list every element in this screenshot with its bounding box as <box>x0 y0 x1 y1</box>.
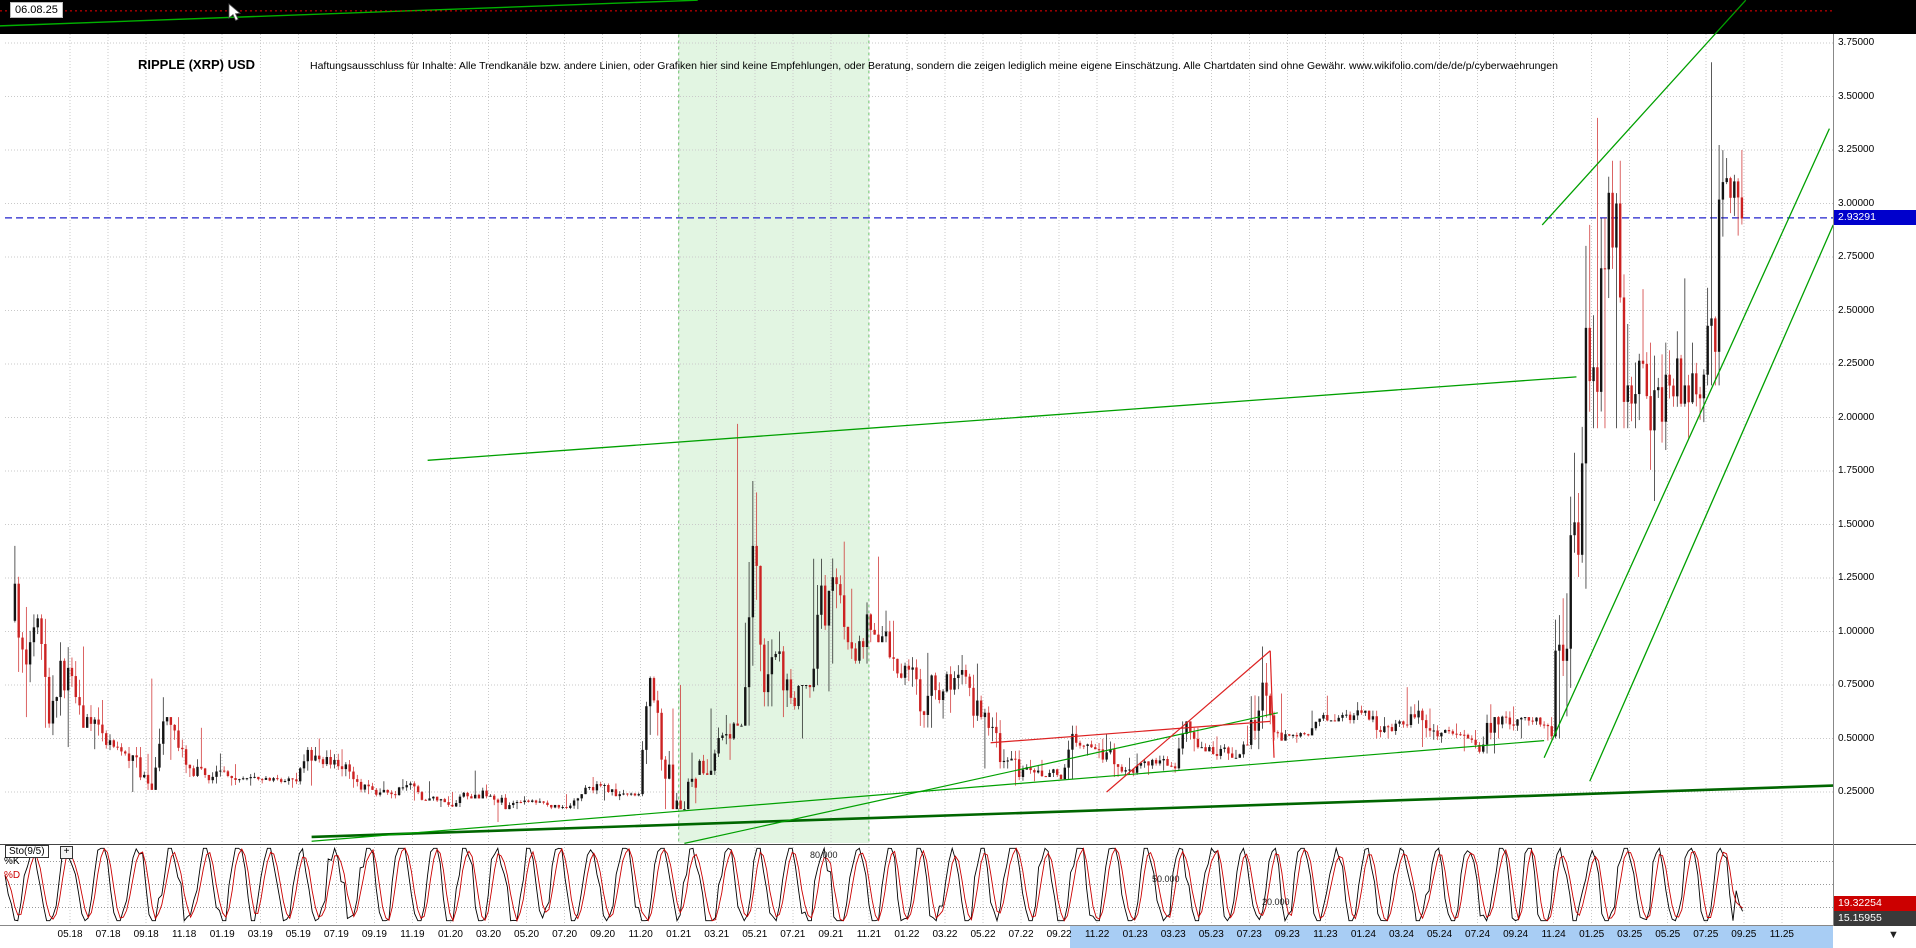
date-axis-label: 11.20 <box>628 929 653 940</box>
price-axis-label: 1.00000 <box>1838 625 1875 637</box>
date-axis-label: 07.23 <box>1236 929 1262 940</box>
date-axis-label: 01.19 <box>209 929 235 940</box>
price-axis-label: 0.75000 <box>1838 679 1875 690</box>
date-axis-label: 01.23 <box>1122 929 1148 940</box>
price-axis-label: 1.50000 <box>1838 518 1875 530</box>
price-axis-label: 3.00000 <box>1838 197 1875 209</box>
scroll-corner-icon[interactable]: ▼ <box>1888 929 1899 941</box>
disclaimer-text: Haftungsausschluss für Inhalte: Alle Tre… <box>310 60 1558 72</box>
date-axis-label: 05.20 <box>514 929 540 940</box>
price-axis-label: 3.25000 <box>1838 144 1875 155</box>
stochastic-level-label: 20.000 <box>1262 896 1290 907</box>
date-axis-label: 03.22 <box>932 929 958 940</box>
date-axis-label: 09.22 <box>1046 929 1072 940</box>
date-axis-label: 07.18 <box>95 929 121 940</box>
date-axis-label: 11.18 <box>172 929 197 940</box>
price-axis-label: 1.75000 <box>1838 465 1875 476</box>
date-axis-label: 09.23 <box>1274 929 1300 940</box>
date-axis-label: 01.21 <box>666 929 692 940</box>
date-axis-label: 03.20 <box>475 929 502 940</box>
price-axis-label: 0.50000 <box>1838 732 1875 744</box>
date-axis-label: 03.19 <box>247 929 273 940</box>
price-axis-label: 1.25000 <box>1838 572 1875 583</box>
stochastic-level-label: 50.000 <box>1152 873 1180 884</box>
price-axis-label: 2.25000 <box>1838 358 1875 369</box>
price-axis-label: 3.75000 <box>1838 37 1875 48</box>
date-axis-label: 07.24 <box>1465 929 1491 940</box>
date-axis-label: 05.22 <box>970 929 996 940</box>
date-axis-label: 05.19 <box>285 929 311 940</box>
date-axis-label: 07.19 <box>323 929 349 940</box>
date-axis-label: 01.22 <box>894 929 920 940</box>
date-axis-label: 07.22 <box>1008 929 1034 940</box>
date-axis-label: 05.21 <box>742 929 768 940</box>
date-axis-label: 03.23 <box>1160 929 1186 940</box>
date-axis-label: 11.24 <box>1541 929 1566 940</box>
date-axis-label: 09.24 <box>1503 929 1529 940</box>
date-axis-label: 05.23 <box>1198 929 1224 940</box>
date-axis-label: 03.25 <box>1617 929 1643 940</box>
date-axis-label: 09.20 <box>590 929 616 940</box>
date-axis-label: 03.24 <box>1388 929 1414 940</box>
indicator-label[interactable]: Sto(9/5) <box>5 845 49 858</box>
date-axis-label: 11.23 <box>1313 929 1338 940</box>
stochastic-level-label: 80.000 <box>810 850 838 861</box>
date-axis-label: 07.25 <box>1693 929 1719 940</box>
chart-title: RIPPLE (XRP) USD <box>138 57 256 72</box>
cursor-icon <box>228 3 241 21</box>
price-axis-label: 2.75000 <box>1838 251 1875 262</box>
date-axis-label: 11.25 <box>1769 929 1794 940</box>
current-price-tag: 2.93291 <box>1834 209 1916 225</box>
date-axis-label: 07.21 <box>780 929 806 940</box>
stochastic-d-label: %D <box>4 870 21 881</box>
price-axis-label: 2.50000 <box>1838 304 1875 316</box>
indicator-add-button[interactable]: + <box>60 846 73 859</box>
date-axis-label: 11.21 <box>856 929 882 940</box>
date-axis-label: 01.20 <box>437 929 463 940</box>
date-axis-highlight <box>1070 926 1833 948</box>
stochastic-d-value-tag: 19.32254 <box>1834 896 1916 911</box>
price-axis-label: 2.00000 <box>1838 411 1875 423</box>
date-axis-label: 09.21 <box>818 929 844 940</box>
date-axis-label: 11.19 <box>400 929 425 940</box>
stochastic-k-value-tag: 15.15955 <box>1834 911 1916 926</box>
date-axis-label: 05.25 <box>1655 929 1681 940</box>
date-axis-label: 09.18 <box>133 929 159 940</box>
chart-date-label: 06.08.25 <box>10 2 63 18</box>
date-axis-label: 09.19 <box>361 929 387 940</box>
date-axis-label: 01.25 <box>1579 929 1605 940</box>
date-axis-label: 05.18 <box>57 929 83 940</box>
date-axis-label: 01.24 <box>1350 929 1376 940</box>
date-axis-label: 03.21 <box>704 929 730 940</box>
stochastic-k-label: %K <box>4 856 20 867</box>
date-axis-label: 11.22 <box>1084 929 1110 940</box>
date-axis-label: 09.25 <box>1731 929 1757 940</box>
price-axis-label: 0.25000 <box>1838 786 1875 797</box>
price-axis-label: 3.50000 <box>1838 90 1875 102</box>
date-axis-label: 05.24 <box>1426 929 1453 940</box>
date-axis-label: 07.20 <box>552 929 578 940</box>
